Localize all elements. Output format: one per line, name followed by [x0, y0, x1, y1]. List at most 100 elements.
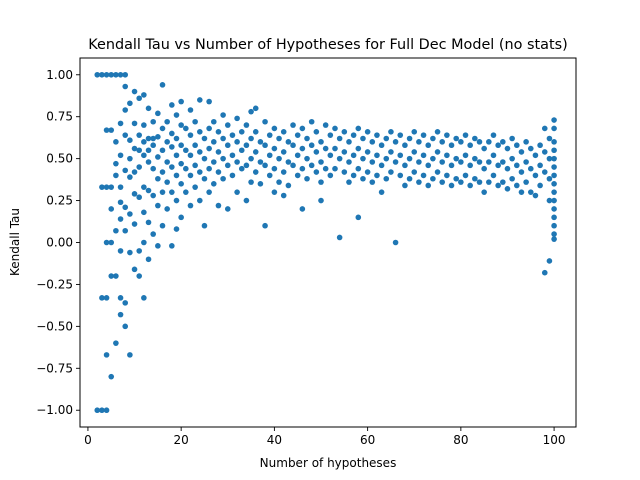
data-point: [113, 273, 119, 279]
data-point: [215, 169, 222, 175]
data-point: [169, 243, 175, 249]
data-point: [169, 130, 175, 137]
data-point: [532, 152, 539, 159]
data-point: [187, 107, 194, 113]
data-point: [103, 295, 110, 301]
data-point: [546, 258, 553, 264]
data-point: [369, 159, 376, 165]
data-point: [290, 162, 296, 169]
data-point: [197, 149, 203, 155]
data-point: [388, 149, 394, 155]
data-point: [546, 197, 553, 204]
data-point: [495, 182, 501, 189]
data-point: [402, 162, 408, 169]
data-point: [103, 127, 110, 133]
data-point: [103, 407, 110, 414]
data-point: [420, 152, 427, 159]
data-point: [164, 118, 170, 125]
data-point: [541, 269, 548, 276]
data-point: [187, 132, 194, 138]
y-tick-label: 0.00: [46, 236, 73, 250]
x-tick-label: 60: [360, 433, 375, 447]
data-point: [504, 145, 511, 152]
data-point: [201, 175, 208, 182]
data-point: [113, 227, 119, 234]
data-point: [248, 155, 254, 162]
data-point: [369, 139, 376, 145]
data-point: [131, 120, 138, 127]
data-point: [131, 169, 138, 175]
data-point: [145, 187, 152, 194]
data-point: [355, 145, 362, 152]
data-point: [192, 162, 198, 169]
data-point: [537, 142, 543, 149]
data-point: [141, 184, 147, 190]
data-point: [103, 184, 110, 190]
data-point: [103, 239, 110, 246]
data-point: [523, 139, 529, 145]
data-point: [145, 147, 152, 154]
data-point: [360, 155, 366, 162]
data-point: [276, 179, 282, 185]
data-point: [113, 340, 119, 346]
data-point: [546, 155, 553, 162]
data-point: [99, 184, 105, 190]
data-point: [439, 179, 446, 185]
data-point: [252, 129, 259, 135]
data-point: [290, 122, 296, 128]
data-point: [94, 407, 101, 414]
data-point: [173, 112, 180, 118]
data-point: [327, 172, 334, 179]
data-point: [122, 167, 129, 174]
data-point: [178, 160, 184, 167]
data-point: [113, 172, 119, 179]
data-point: [546, 175, 553, 182]
data-point: [252, 105, 259, 112]
data-point: [220, 175, 226, 182]
y-tick-label: 1.00: [46, 68, 73, 82]
data-point: [136, 95, 142, 102]
data-point: [504, 186, 511, 192]
data-point: [504, 165, 511, 172]
data-point: [136, 194, 142, 201]
data-point: [462, 152, 469, 159]
data-point: [453, 175, 460, 182]
data-point: [155, 110, 161, 117]
data-point: [141, 139, 147, 145]
data-point: [150, 231, 156, 237]
data-point: [364, 169, 371, 175]
data-point: [364, 149, 371, 155]
data-point: [500, 159, 506, 165]
data-point: [481, 145, 487, 152]
data-point: [238, 129, 245, 135]
data-point: [155, 202, 161, 209]
data-point: [150, 142, 156, 149]
data-point: [183, 125, 189, 132]
data-point: [131, 221, 138, 227]
data-point: [164, 179, 170, 185]
data-point: [322, 122, 329, 128]
data-point: [127, 211, 133, 217]
data-point: [262, 162, 268, 169]
data-point: [551, 222, 557, 229]
data-point: [290, 142, 296, 149]
data-point: [229, 132, 236, 138]
data-point: [364, 129, 371, 135]
data-point: [336, 234, 343, 241]
data-point: [392, 159, 399, 165]
data-point: [197, 169, 203, 175]
data-point: [224, 122, 231, 128]
data-point: [299, 125, 306, 132]
data-point: [383, 155, 390, 162]
data-point: [220, 135, 226, 142]
data-point: [159, 222, 166, 229]
data-point: [215, 149, 222, 155]
data-point: [248, 179, 254, 185]
data-point: [280, 169, 287, 175]
y-tick-label: 0.50: [46, 152, 73, 166]
data-point: [127, 249, 133, 256]
y-tick-label: −0.75: [36, 361, 73, 375]
data-point: [280, 129, 287, 135]
data-point: [518, 169, 525, 175]
